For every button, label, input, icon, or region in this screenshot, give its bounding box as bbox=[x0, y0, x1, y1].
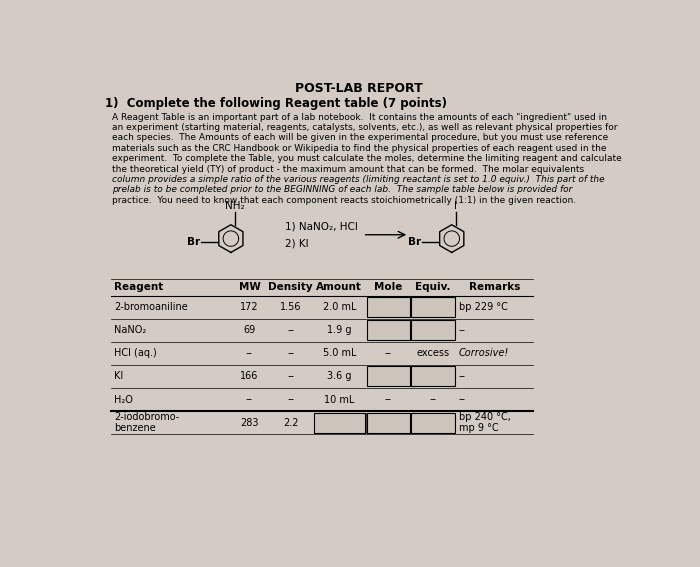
Text: KI: KI bbox=[114, 371, 123, 382]
Bar bbox=[412, 366, 455, 387]
Text: --: -- bbox=[246, 348, 253, 358]
Text: 2-bromoaniline: 2-bromoaniline bbox=[114, 302, 188, 312]
Text: --: -- bbox=[385, 348, 392, 358]
Bar bbox=[367, 413, 410, 433]
Text: NaNO₂: NaNO₂ bbox=[114, 325, 146, 335]
Text: Br: Br bbox=[407, 238, 421, 247]
Text: Amount: Amount bbox=[316, 282, 363, 292]
Text: 2) KI: 2) KI bbox=[285, 239, 309, 249]
Text: 69: 69 bbox=[244, 325, 256, 335]
Text: 3.6 g: 3.6 g bbox=[327, 371, 351, 382]
Text: 166: 166 bbox=[240, 371, 259, 382]
Text: materials such as the CRC Handbook or Wikipedia to find the physical properties : materials such as the CRC Handbook or Wi… bbox=[112, 144, 607, 153]
Text: Reagent: Reagent bbox=[114, 282, 163, 292]
FancyArrowPatch shape bbox=[365, 231, 405, 238]
Text: mp 9 °C: mp 9 °C bbox=[458, 423, 498, 433]
Text: --: -- bbox=[385, 395, 392, 404]
Text: POST-LAB REPORT: POST-LAB REPORT bbox=[295, 82, 423, 95]
Bar bbox=[412, 297, 455, 317]
Bar bbox=[314, 413, 365, 433]
Text: NH₂: NH₂ bbox=[225, 201, 244, 211]
Text: I: I bbox=[454, 201, 457, 211]
Text: 1.9 g: 1.9 g bbox=[327, 325, 351, 335]
Bar bbox=[367, 366, 410, 387]
Text: HCl (aq.): HCl (aq.) bbox=[114, 348, 157, 358]
Text: 1) NaNO₂, HCl: 1) NaNO₂, HCl bbox=[285, 221, 358, 231]
Text: an experiment (starting material, reagents, catalysts, solvents, etc.), as well : an experiment (starting material, reagen… bbox=[112, 123, 618, 132]
Text: --: -- bbox=[458, 371, 466, 382]
Text: --: -- bbox=[287, 371, 294, 382]
Text: --: -- bbox=[458, 395, 466, 404]
Text: each species.  The Amounts of each will be given in the experimental procedure, : each species. The Amounts of each will b… bbox=[112, 133, 608, 142]
Text: Corrosive!: Corrosive! bbox=[458, 348, 509, 358]
Text: 2.2: 2.2 bbox=[283, 418, 298, 428]
Text: 172: 172 bbox=[240, 302, 259, 312]
Text: Br: Br bbox=[187, 238, 200, 247]
Text: Density: Density bbox=[268, 282, 313, 292]
Text: H₂O: H₂O bbox=[114, 395, 133, 404]
Bar bbox=[367, 320, 410, 340]
Text: prelab is to be completed prior to the BEGINNING of each lab.  The sample table : prelab is to be completed prior to the B… bbox=[112, 185, 573, 194]
Text: 1)  Complete the following Reagent table (7 points): 1) Complete the following Reagent table … bbox=[104, 98, 447, 111]
Text: --: -- bbox=[287, 325, 294, 335]
Bar bbox=[412, 413, 455, 433]
Text: Mole: Mole bbox=[374, 282, 402, 292]
Text: practice.  You need to know that each component reacts stoichiometrically (1:1) : practice. You need to know that each com… bbox=[112, 196, 576, 205]
Text: experiment.  To complete the Table, you must calculate the moles, determine the : experiment. To complete the Table, you m… bbox=[112, 154, 622, 163]
Text: Remarks: Remarks bbox=[469, 282, 520, 292]
Text: 5.0 mL: 5.0 mL bbox=[323, 348, 356, 358]
Text: the theoretical yield (TY) of product - the maximum amount that can be formed.  : the theoretical yield (TY) of product - … bbox=[112, 164, 584, 174]
Text: --: -- bbox=[458, 325, 466, 335]
Bar bbox=[412, 320, 455, 340]
Text: --: -- bbox=[287, 395, 294, 404]
Text: A Reagent Table is an important part of a lab notebook.  It contains the amounts: A Reagent Table is an important part of … bbox=[112, 113, 608, 122]
Text: excess: excess bbox=[416, 348, 449, 358]
Text: 10 mL: 10 mL bbox=[324, 395, 355, 404]
Text: bp 229 °C: bp 229 °C bbox=[458, 302, 507, 312]
Text: MW: MW bbox=[239, 282, 260, 292]
Text: --: -- bbox=[430, 395, 437, 404]
Text: --: -- bbox=[246, 395, 253, 404]
Text: Equiv.: Equiv. bbox=[415, 282, 451, 292]
Text: column provides a simple ratio of the various reagents (limiting reactant is set: column provides a simple ratio of the va… bbox=[112, 175, 605, 184]
Bar bbox=[367, 297, 410, 317]
Text: --: -- bbox=[287, 348, 294, 358]
Text: benzene: benzene bbox=[114, 423, 155, 433]
Text: 283: 283 bbox=[240, 418, 259, 428]
Text: bp 240 °C,: bp 240 °C, bbox=[458, 412, 510, 422]
Text: 2-iodobromo-: 2-iodobromo- bbox=[114, 412, 179, 422]
Text: 1.56: 1.56 bbox=[280, 302, 301, 312]
Text: 2.0 mL: 2.0 mL bbox=[323, 302, 356, 312]
